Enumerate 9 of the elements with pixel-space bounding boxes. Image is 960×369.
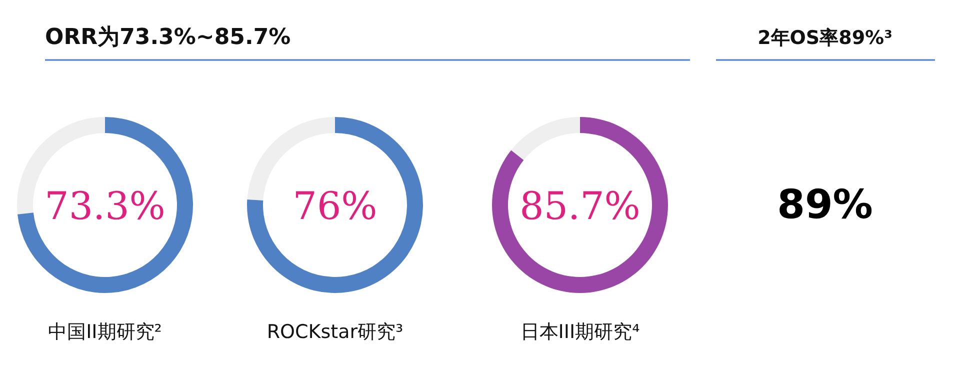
text: 日本III期研究⁴ bbox=[520, 321, 640, 343]
text: 中国II期研究² bbox=[48, 321, 162, 343]
chart-title: ORR为73.3%~85.7% bbox=[45, 25, 291, 50]
text: ROCKstar研究³ bbox=[266, 321, 404, 343]
data-label: 73.3% bbox=[44, 184, 166, 228]
data-label: 85.7% bbox=[520, 184, 640, 228]
text: 89% bbox=[777, 182, 873, 228]
data-label: 76% bbox=[292, 184, 378, 228]
text: 2年OS率89%³ bbox=[758, 27, 892, 49]
